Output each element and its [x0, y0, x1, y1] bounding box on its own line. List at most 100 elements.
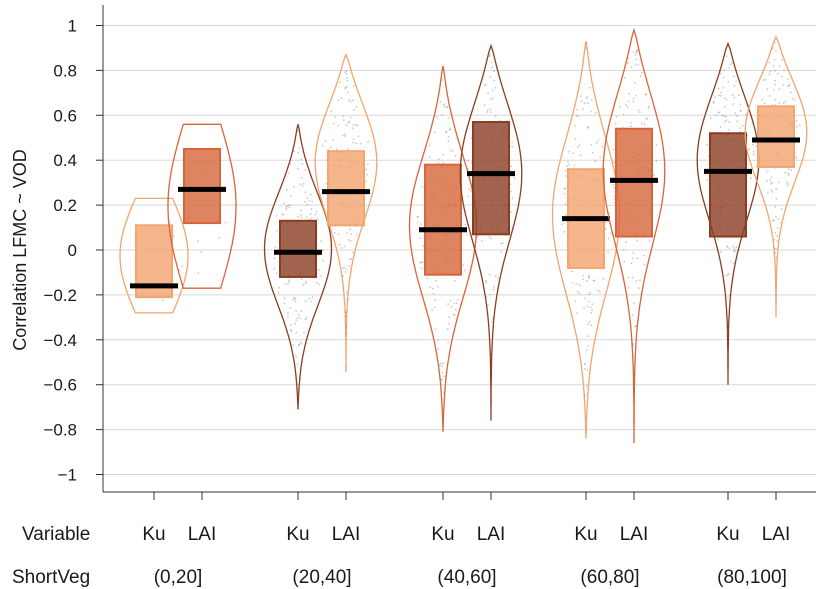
data-point — [330, 110, 333, 113]
data-point — [615, 115, 618, 118]
data-point — [639, 279, 641, 282]
data-point — [632, 257, 634, 260]
data-point — [576, 312, 578, 314]
data-point — [488, 55, 491, 58]
data-point — [775, 283, 777, 286]
data-point — [345, 268, 348, 270]
data-point — [563, 231, 565, 233]
data-point — [728, 273, 730, 275]
x-axis-ticks: Ku LAI (0,20] Ku LAI (20,40] Ku LAI (40,60] Ku LAI… — [142, 492, 790, 588]
data-point — [772, 47, 774, 50]
data-point — [345, 124, 348, 127]
data-point — [287, 283, 289, 285]
data-point — [429, 156, 431, 159]
data-point — [343, 245, 346, 248]
data-point — [755, 132, 757, 135]
data-point — [352, 138, 355, 141]
data-point — [346, 148, 349, 151]
violin-group — [696, 35, 808, 385]
data-point — [300, 216, 303, 219]
data-point — [419, 223, 422, 226]
data-point — [630, 125, 633, 127]
data-point — [454, 308, 457, 311]
data-point — [510, 165, 512, 168]
data-point — [607, 237, 610, 240]
data-point — [342, 275, 344, 278]
data-point — [483, 84, 486, 87]
data-point — [282, 202, 285, 205]
data-point — [316, 218, 319, 221]
data-point — [349, 100, 352, 103]
data-point — [300, 278, 303, 280]
data-point — [643, 263, 646, 266]
data-point — [597, 289, 600, 292]
data-point — [638, 287, 641, 290]
data-point — [434, 299, 437, 302]
data-point — [345, 311, 348, 314]
data-point — [712, 100, 715, 103]
data-point — [348, 120, 351, 123]
data-point — [367, 163, 369, 166]
data-point — [714, 96, 716, 98]
data-point — [643, 123, 646, 126]
data-point — [568, 150, 570, 153]
data-point — [752, 143, 754, 146]
violin-outline — [744, 35, 808, 318]
data-point — [775, 50, 777, 52]
data-point — [767, 192, 769, 194]
data-point — [583, 368, 586, 370]
data-point — [590, 99, 593, 102]
data-point — [489, 53, 492, 55]
data-point — [462, 264, 465, 267]
data-point — [284, 283, 287, 286]
data-point — [647, 107, 650, 109]
data-point — [739, 110, 742, 113]
data-point — [350, 233, 353, 236]
data-point — [349, 240, 352, 242]
data-point — [294, 322, 296, 325]
data-point — [470, 137, 473, 140]
data-point — [727, 128, 730, 131]
data-point — [300, 214, 302, 216]
data-point — [636, 48, 639, 51]
data-point — [589, 306, 592, 308]
data-point — [493, 70, 495, 73]
data-point — [447, 322, 450, 325]
data-point — [771, 191, 774, 193]
data-point — [290, 324, 292, 326]
data-point — [510, 190, 513, 193]
data-point — [355, 106, 358, 108]
data-point — [285, 208, 288, 211]
data-point — [725, 115, 727, 118]
data-point — [490, 320, 493, 323]
data-point — [492, 97, 494, 100]
data-point — [490, 237, 493, 240]
data-point — [426, 277, 429, 280]
data-point — [300, 209, 303, 212]
data-point — [443, 105, 446, 108]
data-point — [445, 105, 448, 108]
data-point — [437, 162, 440, 165]
data-point — [586, 127, 589, 129]
data-point — [768, 61, 771, 64]
data-point — [437, 339, 439, 342]
data-point — [567, 161, 569, 164]
data-point — [735, 80, 738, 83]
data-point — [309, 193, 312, 196]
data-point — [306, 197, 309, 199]
data-point — [590, 110, 593, 113]
data-point — [453, 280, 456, 282]
data-point — [601, 145, 604, 148]
data-point — [287, 312, 289, 314]
data-point — [722, 87, 725, 89]
data-point — [480, 240, 483, 242]
data-point — [784, 100, 787, 103]
data-point — [784, 171, 787, 174]
data-point — [300, 177, 303, 179]
data-point — [770, 189, 773, 192]
data-point — [345, 70, 348, 72]
data-point — [591, 151, 594, 154]
data-point — [292, 185, 295, 188]
data-point — [728, 294, 731, 297]
data-point — [774, 41, 777, 44]
